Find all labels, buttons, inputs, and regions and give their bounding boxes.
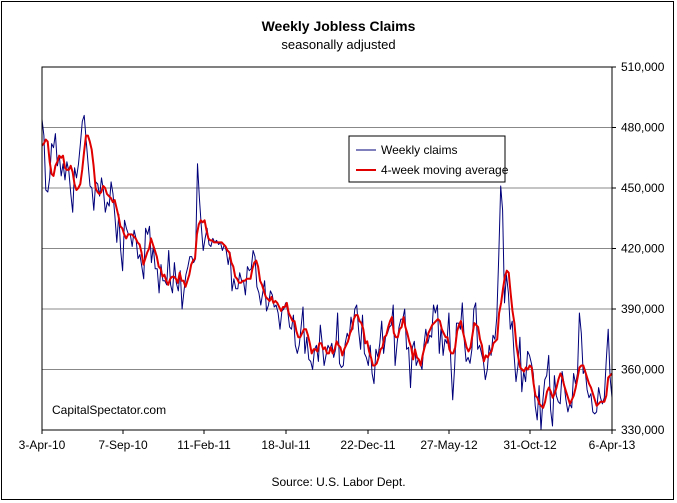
watermark-text: CapitalSpectator.com	[52, 403, 166, 417]
y-tick-label: 450,000	[621, 181, 665, 195]
y-tick-label: 420,000	[621, 242, 665, 256]
y-tick-label: 360,000	[621, 363, 665, 377]
x-tick-label: 27-May-12	[420, 438, 478, 452]
x-axis: 3-Apr-10 7-Sep-10 11-Feb-11 18-Jul-11 22-Dec…	[19, 430, 636, 452]
y-axis: 330,000 360,000 390,000 420,000 450,000 480,0…	[612, 60, 665, 437]
legend-label-average: 4-week moving average	[381, 163, 509, 177]
series-moving-average	[41, 134, 613, 409]
legend-label-weekly: Weekly claims	[381, 143, 457, 157]
weekly-claims-line	[41, 114, 613, 431]
x-tick-label: 22-Dec-11	[340, 438, 395, 452]
chart-source: Source: U.S. Labor Dept.	[271, 475, 406, 489]
x-tick-label: 18-Jul-11	[261, 438, 310, 452]
grid-lines	[42, 127, 612, 370]
series-weekly-claims	[41, 114, 613, 431]
moving-average-line	[41, 134, 613, 409]
y-tick-label: 480,000	[621, 121, 665, 135]
y-tick-label: 390,000	[621, 302, 665, 316]
y-tick-label: 330,000	[621, 423, 665, 437]
legend-box	[348, 135, 506, 183]
chart-subtitle: seasonally adjusted	[281, 37, 396, 52]
chart-title: Weekly Jobless Claims	[261, 18, 416, 34]
y-tick-label: 510,000	[621, 60, 665, 74]
x-tick-label: 6-Apr-13	[589, 438, 636, 452]
legend: Weekly claims 4-week moving average	[348, 135, 509, 183]
x-tick-label: 31-Oct-12	[503, 438, 557, 452]
x-tick-label: 11-Feb-11	[177, 438, 231, 452]
x-tick-label: 7-Sep-10	[98, 438, 148, 452]
x-tick-label: 3-Apr-10	[19, 438, 66, 452]
